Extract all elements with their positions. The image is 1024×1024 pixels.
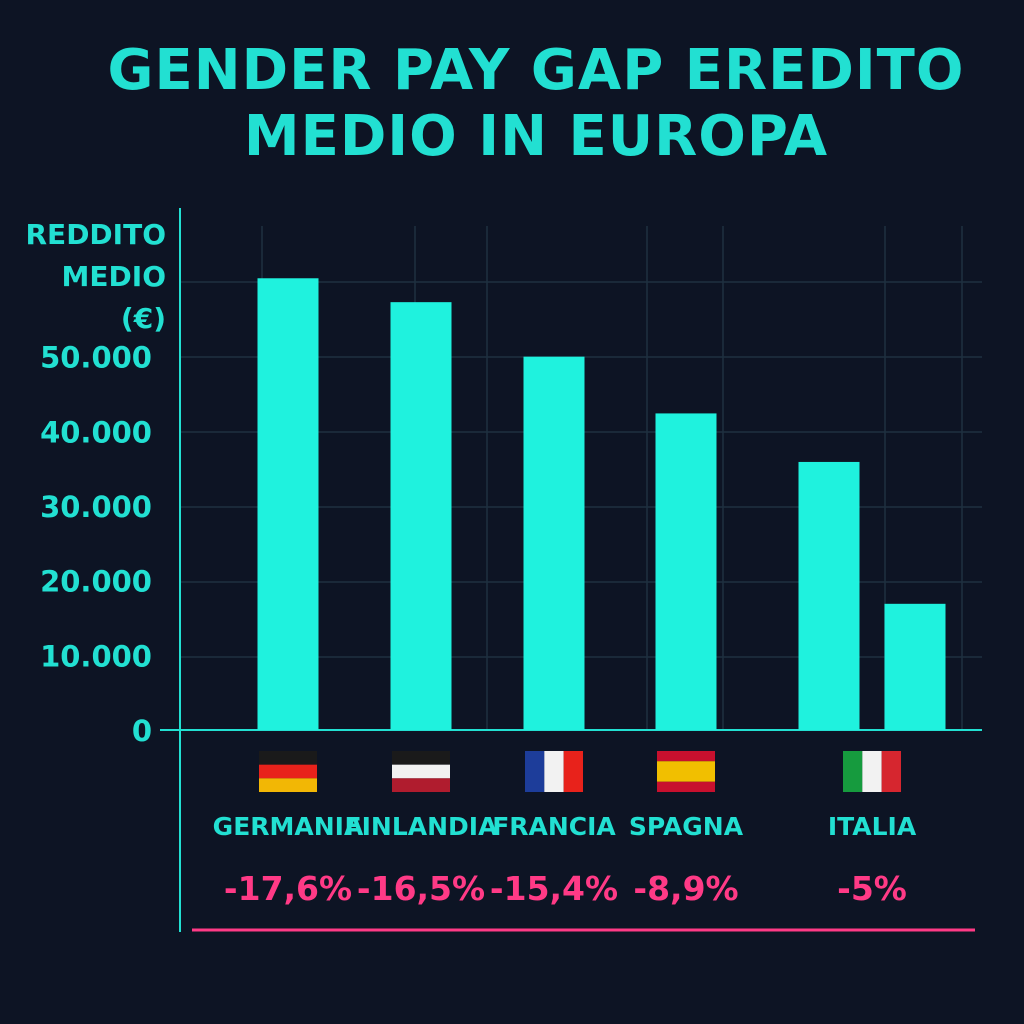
- bar: [257, 278, 319, 730]
- category-label: SPAGNA: [629, 812, 744, 841]
- flag-germany-icon: [259, 751, 317, 792]
- flag-stripe: [657, 761, 715, 782]
- bar: [798, 461, 860, 730]
- pay-gap-label: -17,6%: [224, 869, 352, 908]
- flag-spain-icon: [657, 751, 715, 792]
- y-axis-label-line-2: MEDIO: [61, 260, 166, 293]
- y-tick-label: 20.000: [40, 565, 152, 599]
- flag-stripe: [392, 778, 450, 792]
- y-axis-label-line-1: REDDITO: [25, 218, 167, 251]
- chart-title-line-1: GENDER PAY GAP EREDITO: [107, 38, 965, 103]
- flag-stripe: [525, 751, 545, 792]
- flag-stripe: [392, 751, 450, 765]
- pay-gap-label: -8,9%: [633, 869, 738, 908]
- flag-stripe: [657, 781, 715, 792]
- flag-stripe: [563, 751, 583, 792]
- y-tick-label: 30.000: [40, 490, 152, 524]
- y-tick-label: 0: [132, 714, 152, 748]
- category-label: GERMANIA: [213, 812, 364, 841]
- pay-gap-label: -15,4%: [490, 869, 618, 908]
- bar: [655, 413, 717, 730]
- flag-italy-icon: [843, 751, 901, 792]
- chart-title: GENDER PAY GAP EREDITO MEDIO IN EUROPA: [0, 38, 1024, 170]
- y-axis-label-line-3: (€): [120, 302, 166, 335]
- pay-gap-label: -16,5%: [357, 869, 485, 908]
- flag-stripe: [259, 764, 317, 779]
- flag-stripe: [843, 751, 863, 792]
- y-axis-label: REDDITO MEDIO (€): [0, 214, 167, 340]
- category-label: FRANCIA: [492, 812, 616, 841]
- category-label: FINLANDIA: [345, 812, 499, 841]
- flag-stripe: [862, 751, 882, 792]
- flag-france-icon: [525, 751, 583, 792]
- bar: [884, 603, 946, 730]
- flag-finlandia-icon: [392, 751, 450, 792]
- flag-stripe: [259, 778, 317, 792]
- chart-title-line-2: MEDIO IN EUROPA: [243, 104, 829, 169]
- flag-stripe: [392, 764, 450, 779]
- y-tick-label: 50.000: [40, 341, 152, 375]
- y-tick-label: 10.000: [40, 639, 152, 673]
- bar: [523, 356, 585, 730]
- flag-stripe: [259, 751, 317, 765]
- y-tick-label: 40.000: [40, 415, 152, 449]
- flag-stripe: [657, 751, 715, 762]
- pay-gap-label: -5%: [837, 869, 907, 908]
- bar: [390, 302, 452, 730]
- flag-stripe: [881, 751, 901, 792]
- category-label: ITALIA: [828, 812, 917, 841]
- flag-stripe: [544, 751, 564, 792]
